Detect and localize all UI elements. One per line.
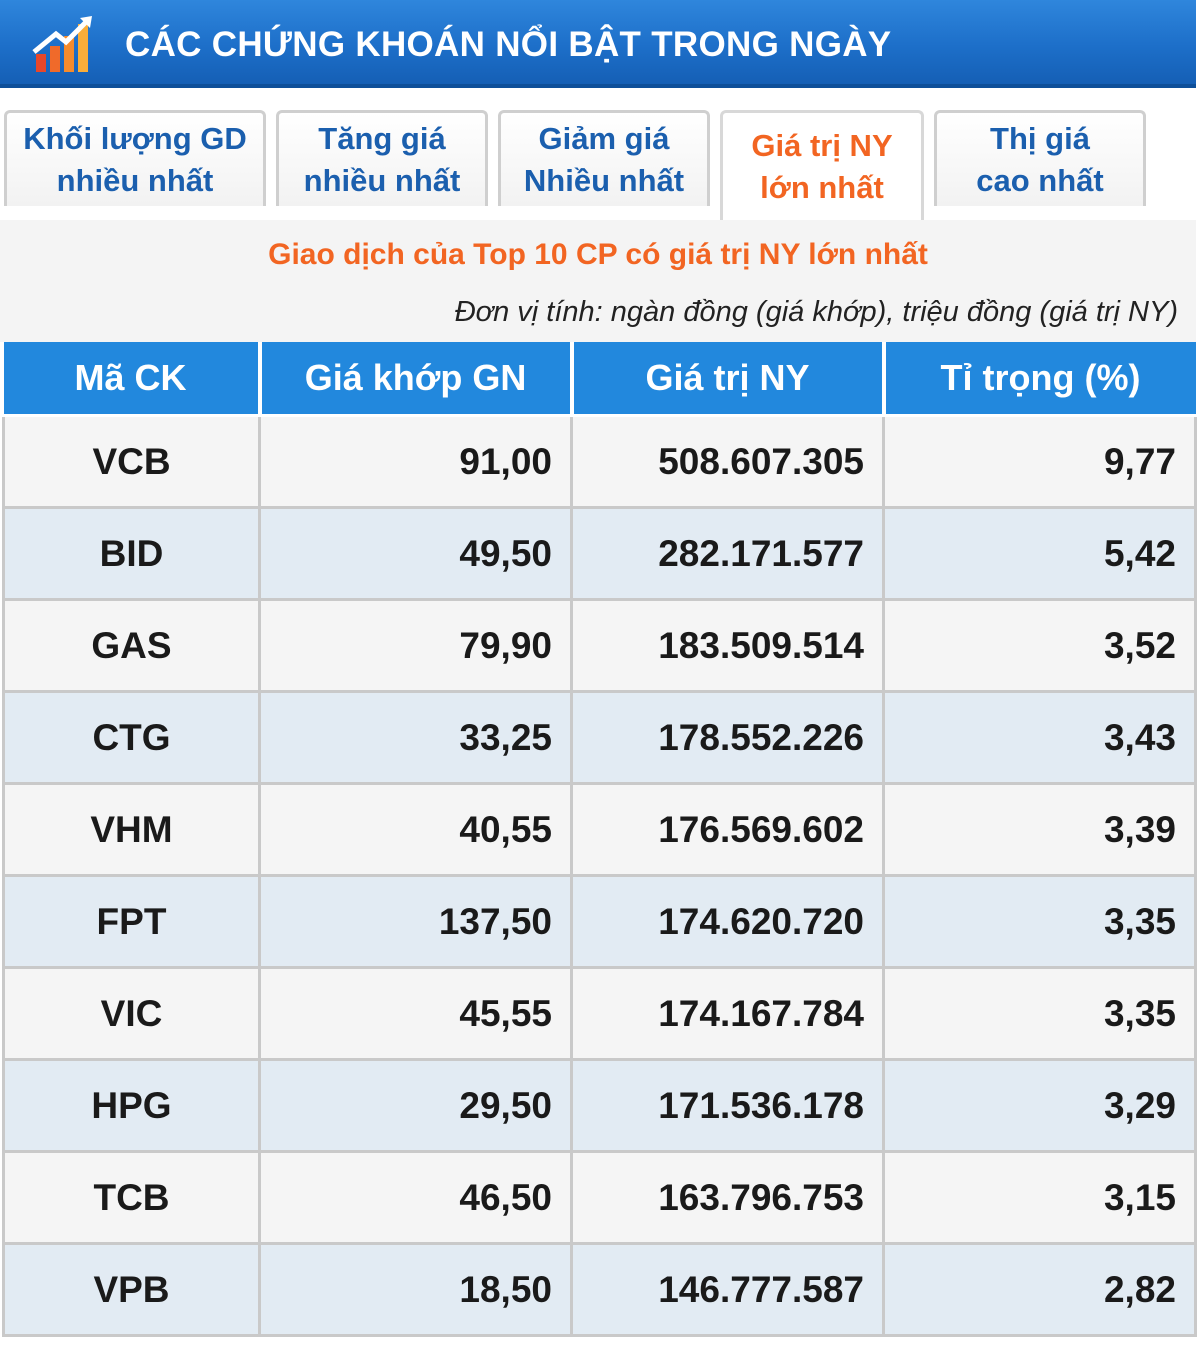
weight-percent: 3,15	[882, 1150, 1197, 1245]
tab-label: lớn nhất	[760, 169, 884, 205]
unit-note: Đơn vị tính: ngàn đồng (giá khớp), triệu…	[454, 296, 1178, 328]
weight-percent: 2,82	[882, 1242, 1197, 1337]
table-row[interactable]: VIC 45,55 174.167.784 3,35	[2, 966, 1197, 1061]
match-price: 18,50	[258, 1242, 573, 1337]
stock-symbol[interactable]: HPG	[2, 1058, 261, 1153]
weight-percent: 3,39	[882, 782, 1197, 877]
tab-most-volume[interactable]: Khối lượng GD nhiều nhất	[4, 110, 266, 206]
table-row[interactable]: CTG 33,25 178.552.226 3,43	[2, 690, 1197, 785]
tab-bar: Khối lượng GD nhiều nhất Tăng giá nhiều …	[0, 92, 1196, 309]
tab-label: Giảm giá	[538, 120, 670, 156]
match-price: 29,50	[258, 1058, 573, 1153]
match-price: 49,50	[258, 506, 573, 601]
weight-percent: 9,77	[882, 414, 1197, 509]
tab-largest-market-cap[interactable]: Giá trị NY lớn nhất	[720, 110, 924, 220]
market-value: 183.509.514	[570, 598, 885, 693]
match-price: 79,90	[258, 598, 573, 693]
tab-highest-price[interactable]: Thị giá cao nhất	[934, 110, 1146, 206]
market-value: 174.620.720	[570, 874, 885, 969]
match-price: 46,50	[258, 1150, 573, 1245]
weight-percent: 5,42	[882, 506, 1197, 601]
table-row[interactable]: HPG 29,50 171.536.178 3,29	[2, 1058, 1197, 1153]
weight-percent: 3,43	[882, 690, 1197, 785]
match-price: 45,55	[258, 966, 573, 1061]
column-header-symbol[interactable]: Mã CK	[3, 342, 262, 417]
stock-symbol[interactable]: CTG	[2, 690, 261, 785]
stock-symbol[interactable]: VCB	[2, 414, 261, 509]
market-value: 163.796.753	[570, 1150, 885, 1245]
stock-symbol[interactable]: VPB	[2, 1242, 261, 1337]
tab-label: nhiều nhất	[56, 162, 214, 198]
match-price: 137,50	[258, 874, 573, 969]
market-value: 146.777.587	[570, 1242, 885, 1337]
weight-percent: 3,52	[882, 598, 1197, 693]
rising-chart-icon	[32, 16, 92, 72]
tab-label: Giá trị NY	[751, 127, 893, 163]
match-price: 91,00	[258, 414, 573, 509]
match-price: 40,55	[258, 782, 573, 877]
stock-symbol[interactable]: GAS	[2, 598, 261, 693]
market-value: 176.569.602	[570, 782, 885, 877]
page-title: CÁC CHỨNG KHOÁN NỔI BẬT TRONG NGÀY	[125, 25, 892, 64]
table-row[interactable]: VPB 18,50 146.777.587 2,82	[2, 1242, 1197, 1337]
column-header-market-value[interactable]: Giá trị NY	[571, 342, 886, 417]
table-row[interactable]: VHM 40,55 176.569.602 3,39	[2, 782, 1197, 877]
tab-label: Tăng giá	[318, 120, 446, 156]
market-value: 508.607.305	[570, 414, 885, 509]
match-price: 33,25	[258, 690, 573, 785]
table-header-row: Mã CK Giá khớp GN Giá trị NY Tỉ trọng (%…	[3, 342, 1196, 417]
market-value: 178.552.226	[570, 690, 885, 785]
table-row[interactable]: GAS 79,90 183.509.514 3,52	[2, 598, 1197, 693]
stock-symbol[interactable]: VIC	[2, 966, 261, 1061]
stock-symbol[interactable]: BID	[2, 506, 261, 601]
market-cap-table: Mã CK Giá khớp GN Giá trị NY Tỉ trọng (%…	[2, 342, 1197, 1337]
page-header: CÁC CHỨNG KHOÁN NỔI BẬT TRONG NGÀY	[0, 0, 1196, 88]
table-row[interactable]: BID 49,50 282.171.577 5,42	[2, 506, 1197, 601]
tab-label: cao nhất	[976, 162, 1104, 198]
tab-label: Nhiều nhất	[523, 162, 685, 198]
stock-symbol[interactable]: FPT	[2, 874, 261, 969]
stock-symbol[interactable]: VHM	[2, 782, 261, 877]
table-title: Giao dịch của Top 10 CP có giá trị NY lớ…	[268, 238, 928, 271]
weight-percent: 3,29	[882, 1058, 1197, 1153]
table-row[interactable]: FPT 137,50 174.620.720 3,35	[2, 874, 1197, 969]
tab-most-losers[interactable]: Giảm giá Nhiều nhất	[498, 110, 710, 206]
tab-label: Thị giá	[990, 120, 1090, 156]
column-header-weight[interactable]: Tỉ trọng (%)	[883, 342, 1196, 417]
stock-symbol[interactable]: TCB	[2, 1150, 261, 1245]
tab-most-gainers[interactable]: Tăng giá nhiều nhất	[276, 110, 488, 206]
column-header-match-price[interactable]: Giá khớp GN	[259, 342, 574, 417]
table-caption-area: Giao dịch của Top 10 CP có giá trị NY lớ…	[0, 220, 1196, 342]
table-row[interactable]: VCB 91,00 508.607.305 9,77	[2, 414, 1197, 509]
weight-percent: 3,35	[882, 874, 1197, 969]
market-value: 171.536.178	[570, 1058, 885, 1153]
tab-label: Khối lượng GD	[23, 120, 247, 156]
tab-label: nhiều nhất	[303, 162, 461, 198]
table-row[interactable]: TCB 46,50 163.796.753 3,15	[2, 1150, 1197, 1245]
market-value: 174.167.784	[570, 966, 885, 1061]
market-value: 282.171.577	[570, 506, 885, 601]
weight-percent: 3,35	[882, 966, 1197, 1061]
